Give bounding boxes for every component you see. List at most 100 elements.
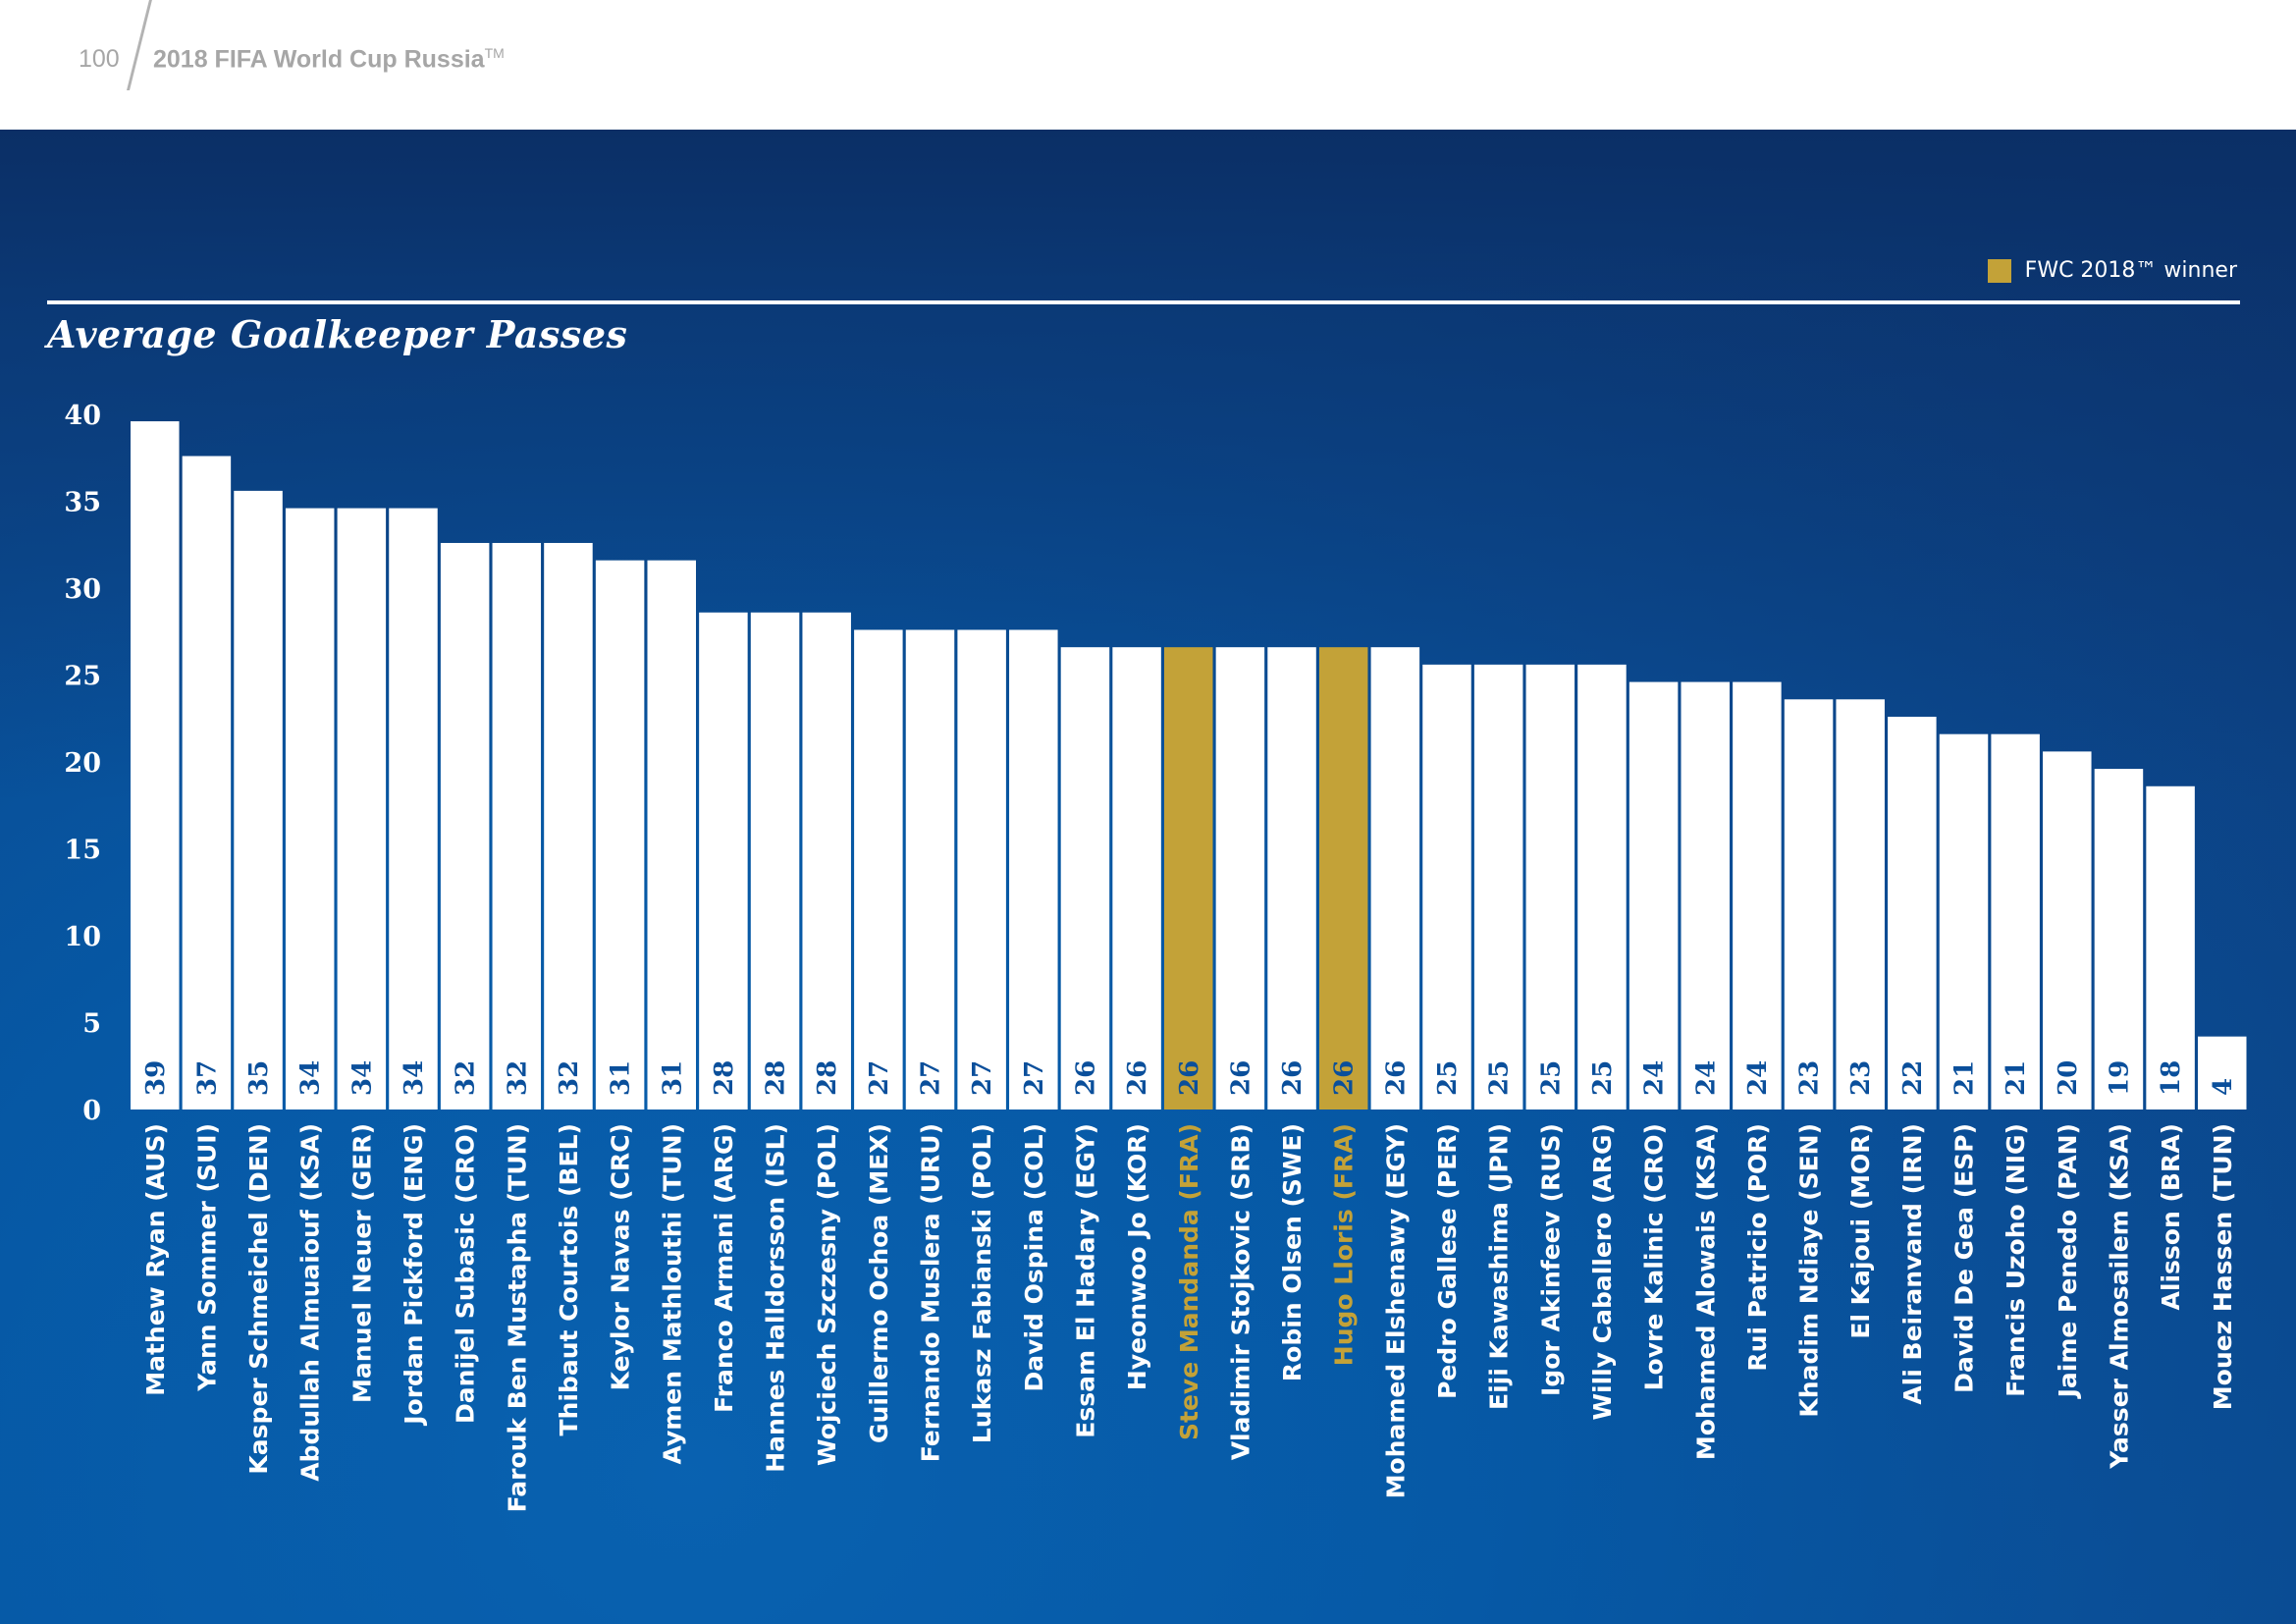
bar — [647, 560, 696, 1110]
value-label: 22 — [1898, 1060, 1928, 1096]
bar — [1318, 647, 1368, 1110]
value-label: 20 — [2054, 1060, 2083, 1096]
y-tick-label: 10 — [64, 922, 101, 952]
bar — [1267, 647, 1316, 1110]
category-label: Yann Sommer (SUI) — [192, 1123, 221, 1392]
document-title-text: 2018 FIFA World Cup Russia — [153, 45, 485, 74]
bar — [1733, 681, 1782, 1110]
category-label: Lukasz Fabianski (POL) — [968, 1123, 996, 1443]
value-label: 28 — [762, 1060, 791, 1096]
y-tick-label: 35 — [64, 488, 101, 518]
bar — [1009, 629, 1058, 1110]
value-label: 23 — [1795, 1060, 1825, 1096]
value-label: 27 — [968, 1060, 997, 1096]
page-header: 100 2018 FIFA World Cup RussiaTM — [0, 0, 2296, 130]
value-label: 39 — [141, 1060, 171, 1096]
category-label: Thibaut Courtois (BEL) — [555, 1123, 583, 1435]
bar — [1422, 664, 1471, 1110]
bar — [2094, 769, 2144, 1110]
category-label: Vladimir Stojkovic (SRB) — [1226, 1123, 1255, 1460]
y-tick-label: 40 — [64, 401, 101, 431]
y-tick-label: 20 — [64, 748, 101, 779]
category-label: Mohamed Alowais (KSA) — [1691, 1123, 1720, 1460]
value-label: 27 — [865, 1060, 894, 1096]
category-label: El Kajoui (MOR) — [1846, 1123, 1875, 1339]
bar — [802, 612, 851, 1110]
category-label: Ali Beiranvand (IRN) — [1898, 1123, 1927, 1405]
bar — [389, 508, 438, 1110]
category-label: Eiji Kawashima (JPN) — [1485, 1123, 1514, 1410]
bar — [1112, 647, 1161, 1110]
category-label: Franco Armani (ARG) — [710, 1123, 738, 1413]
bar — [1060, 647, 1110, 1110]
bar — [182, 456, 232, 1110]
value-label: 21 — [1950, 1060, 1980, 1096]
value-label: 19 — [2105, 1060, 2134, 1096]
legend-swatch-winner — [1987, 258, 2011, 283]
bar — [595, 560, 645, 1110]
value-label: 18 — [2157, 1060, 2186, 1096]
legend-label: FWC 2018™ winner — [2024, 258, 2237, 283]
value-label: 21 — [2002, 1060, 2031, 1096]
bar — [2146, 785, 2195, 1110]
value-label: 25 — [1536, 1060, 1566, 1096]
bar-chart: 0 5 10 15 20 25 30 35 40 39 37 35 34 34 34 32 32 32 31 31 2… — [64, 401, 2247, 1512]
value-label: 25 — [1433, 1060, 1463, 1096]
category-label: Hannes Halldorsson (ISL) — [762, 1123, 790, 1473]
bar — [1525, 664, 1575, 1110]
value-label: 28 — [710, 1060, 739, 1096]
bar — [1784, 699, 1834, 1110]
bar — [1473, 664, 1523, 1110]
bar — [131, 421, 180, 1110]
bar — [492, 542, 542, 1110]
category-label: Manuel Neuer (GER) — [347, 1123, 376, 1403]
y-tick-label: 0 — [82, 1096, 101, 1126]
category-label: Khadim Ndiaye (SEN) — [1795, 1123, 1824, 1418]
bar — [1888, 716, 1937, 1110]
bar — [1836, 699, 1885, 1110]
bar — [2043, 751, 2092, 1110]
category-label: Lovre Kalinic (CRO) — [1640, 1123, 1669, 1390]
value-label: 34 — [347, 1060, 377, 1096]
value-label: 34 — [296, 1060, 326, 1096]
bar — [285, 508, 335, 1110]
y-tick-label: 5 — [82, 1009, 101, 1040]
trademark: TM — [484, 45, 505, 61]
category-label: Wojciech Szczesny (POL) — [813, 1123, 841, 1466]
header-divider — [127, 0, 152, 90]
bar — [440, 542, 490, 1110]
y-axis: 0 5 10 15 20 25 30 35 40 — [64, 401, 101, 1126]
bar — [750, 612, 800, 1110]
category-label: Jordan Pickford (ENG) — [400, 1123, 428, 1427]
category-label: Danijel Subasic (CRO) — [452, 1123, 480, 1424]
category-label: Kasper Schmeichel (DEN) — [244, 1123, 273, 1475]
value-label: 26 — [1278, 1060, 1308, 1096]
value-label: 31 — [607, 1060, 636, 1096]
value-label: 26 — [1226, 1060, 1255, 1096]
category-label: Steve Mandanda (FRA) — [1175, 1123, 1203, 1440]
value-label: 26 — [1330, 1060, 1360, 1096]
value-label: 23 — [1846, 1060, 1876, 1096]
title-rule — [47, 300, 2240, 304]
value-label: 31 — [658, 1060, 687, 1096]
category-label: David Ospina (COL) — [1020, 1123, 1048, 1391]
y-tick-label: 30 — [64, 574, 101, 605]
value-labels: 39 37 35 34 34 34 32 32 32 31 31 28 28 28 27 27 27 27 26 26… — [141, 1060, 2238, 1096]
value-label: 27 — [1020, 1060, 1049, 1096]
category-label: Aymen Mathlouthi (TUN) — [658, 1123, 686, 1464]
bar — [1681, 681, 1730, 1110]
bar — [699, 612, 748, 1110]
value-label: 32 — [555, 1060, 584, 1096]
bar — [1577, 664, 1627, 1110]
value-label: 28 — [813, 1060, 842, 1096]
category-label: Mohamed Elshenawy (EGY) — [1381, 1123, 1410, 1498]
legend: FWC 2018™ winner — [1987, 258, 2237, 283]
value-label: 32 — [503, 1060, 532, 1096]
bar — [234, 490, 283, 1110]
value-label: 35 — [244, 1060, 274, 1096]
value-label: 34 — [400, 1060, 429, 1096]
category-label: Mouez Hassen (TUN) — [2209, 1123, 2237, 1410]
category-label: Keylor Navas (CRC) — [607, 1123, 635, 1390]
chart-title: Average Goalkeeper Passes — [47, 312, 628, 356]
bars — [131, 421, 2247, 1110]
